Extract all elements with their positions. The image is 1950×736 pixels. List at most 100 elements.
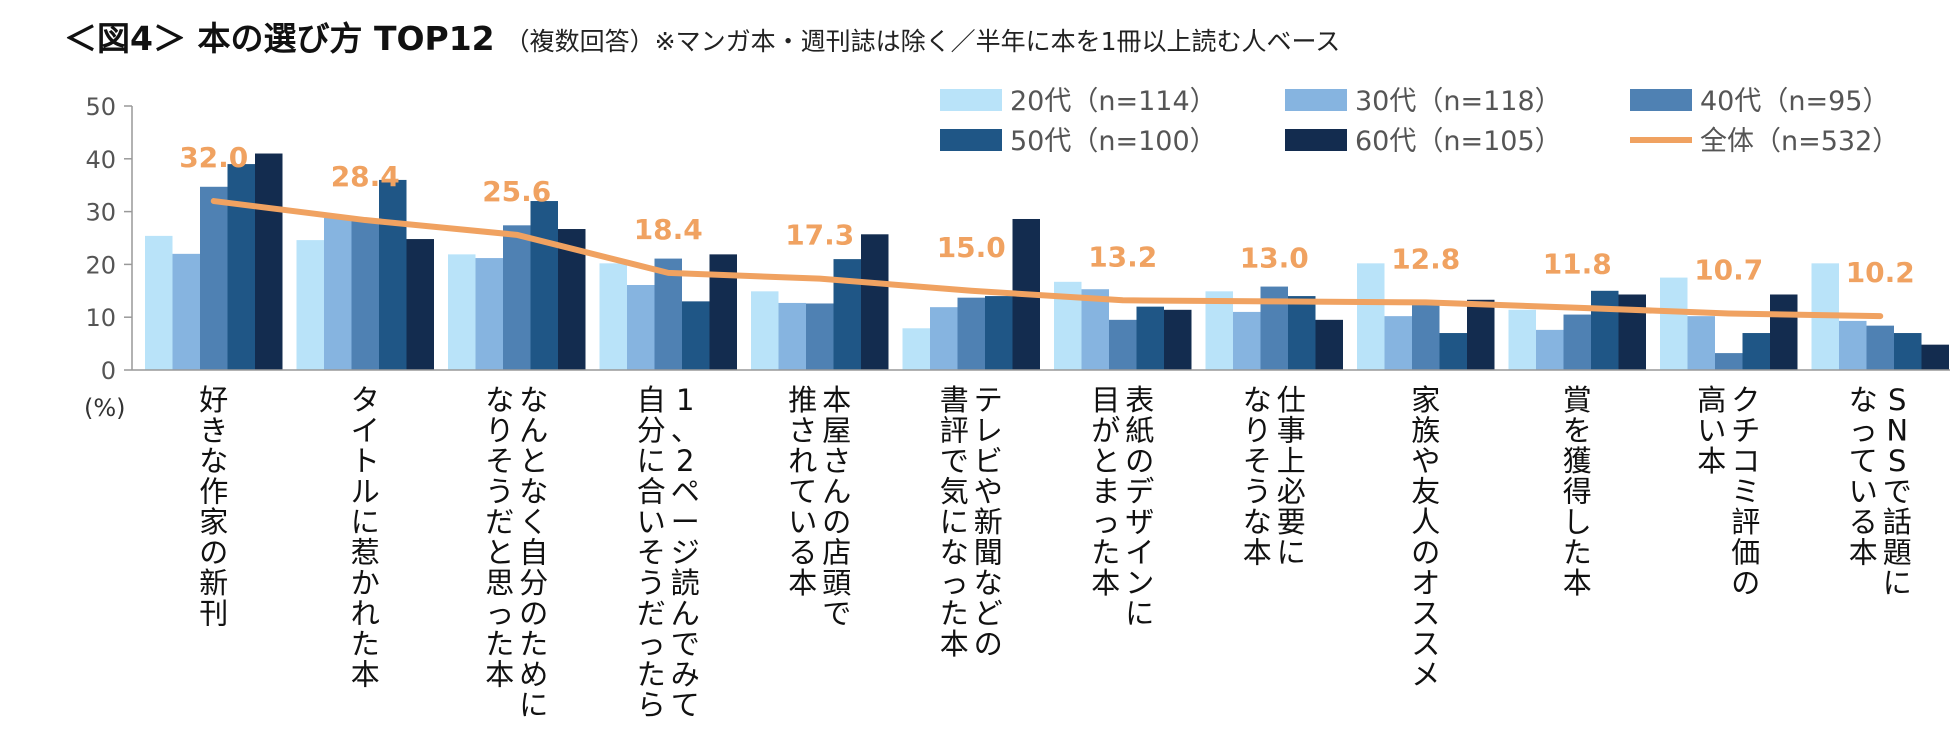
category-char: に: [1277, 536, 1306, 570]
bar-5-series-1: [751, 291, 779, 370]
bar-2-series-5: [406, 239, 434, 370]
category-char: い: [788, 505, 817, 539]
category-char: 店: [822, 536, 851, 570]
category-char: 本: [485, 658, 514, 692]
category-char: な: [519, 475, 548, 509]
category-char: や: [974, 475, 1003, 509]
category-char: て: [671, 688, 700, 722]
category-char: が: [1091, 414, 1120, 448]
category-char: に: [519, 688, 548, 722]
category-char: ク: [1731, 383, 1760, 417]
category-char: さ: [788, 414, 817, 448]
category-label-5-line-1: 本屋さんの店頭で: [822, 383, 851, 631]
category-char: 仕: [1277, 383, 1306, 417]
category-char: 上: [1277, 444, 1306, 478]
category-char: N: [1886, 414, 1908, 448]
bars-layer: [145, 153, 1949, 370]
category-char: な: [974, 566, 1003, 600]
category-char: た: [351, 627, 380, 661]
category-char: ど: [974, 597, 1003, 631]
category-char: 目: [1091, 383, 1120, 417]
bar-4-series-4: [682, 301, 710, 370]
category-char: た: [485, 627, 514, 661]
category-char: 要: [1277, 505, 1306, 539]
bar-10-series-1: [1508, 309, 1536, 370]
category-char: 評: [1731, 505, 1760, 539]
bar-3-series-3: [503, 225, 531, 370]
bar-11-series-1: [1660, 277, 1688, 370]
category-char: う: [1243, 475, 1272, 509]
bar-6-series-3: [957, 297, 985, 370]
category-char: 推: [788, 383, 817, 417]
category-char: タ: [351, 383, 380, 417]
category-char: 読: [671, 566, 700, 600]
category-char: チ: [1731, 414, 1760, 448]
category-char: 刊: [199, 597, 228, 631]
category-char: ま: [1091, 475, 1120, 509]
category-char: に: [351, 505, 380, 539]
bar-1-series-5: [255, 153, 283, 370]
y-tick-label: 50: [85, 93, 116, 121]
category-char: や: [1411, 444, 1440, 478]
category-char: だ: [637, 597, 666, 631]
category-char: た: [519, 627, 548, 661]
bar-10-series-2: [1536, 329, 1564, 370]
category-char: 2: [676, 444, 694, 478]
category-char: に: [637, 444, 666, 478]
category-char: る: [788, 536, 817, 570]
category-char: う: [637, 566, 666, 600]
category-char: 族: [1411, 414, 1440, 448]
category-char: っ: [1849, 414, 1878, 448]
category-char: 本: [1849, 536, 1878, 570]
category-char: イ: [1125, 536, 1154, 570]
y-tick-label: 20: [85, 251, 116, 279]
category-char: 友: [1411, 475, 1440, 509]
category-char: 分: [519, 566, 548, 600]
legend-swatch-4: [940, 129, 1002, 151]
category-char: れ: [351, 597, 380, 631]
y-tick-label: 0: [101, 357, 116, 385]
category-char: 家: [1411, 383, 1440, 417]
category-char: っ: [637, 627, 666, 661]
category-char: ザ: [1125, 505, 1154, 539]
data-label-11: 10.7: [1694, 254, 1763, 287]
category-char: な: [1243, 505, 1272, 539]
bar-11-series-2: [1687, 316, 1715, 370]
category-char: っ: [485, 597, 514, 631]
bar-2-series-2: [324, 217, 352, 370]
category-char: 本: [351, 658, 380, 692]
bar-12-series-5: [1921, 344, 1949, 370]
category-char: て: [788, 475, 817, 509]
category-char: テ: [974, 383, 1003, 417]
category-label-5-line-2: 推されている本: [788, 383, 817, 600]
category-char: 表: [1125, 383, 1154, 417]
category-char: に: [940, 505, 969, 539]
category-char: 得: [1563, 475, 1592, 509]
bar-11-series-4: [1742, 333, 1770, 370]
category-char: 題: [1883, 536, 1912, 570]
category-char: ー: [671, 505, 700, 539]
category-char: る: [1849, 505, 1878, 539]
category-char: 本: [1091, 566, 1120, 600]
category-char: と: [1091, 444, 1120, 478]
category-char: な: [1243, 383, 1272, 417]
category-char: と: [485, 536, 514, 570]
bar-4-series-1: [599, 263, 627, 370]
category-char: い: [1849, 475, 1878, 509]
category-char: み: [671, 658, 700, 692]
legend-label-2: 30代（n=118）: [1355, 86, 1562, 117]
category-char: う: [485, 475, 514, 509]
bar-8-series-4: [1288, 296, 1316, 370]
category-label-1-line-1: 好きな作家の新刊: [199, 383, 228, 631]
category-char: き: [199, 414, 228, 448]
category-char: れ: [788, 444, 817, 478]
category-char: の: [822, 505, 851, 539]
category-char: 好: [199, 383, 228, 417]
category-char: で: [940, 444, 969, 478]
bar-1-series-4: [227, 164, 255, 370]
y-tick-label: 30: [85, 199, 116, 227]
category-label-2-line-1: タイトルに惹かれた本: [351, 383, 380, 692]
category-char: た: [1091, 536, 1120, 570]
category-char: 自: [519, 536, 548, 570]
